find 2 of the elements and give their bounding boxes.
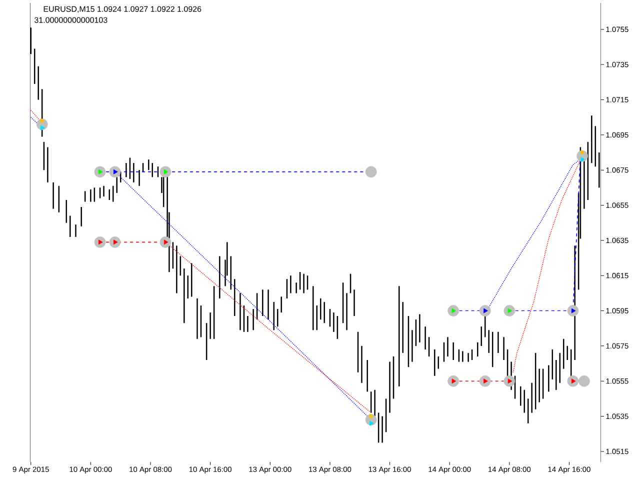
text: 31.00000000000103 [34,17,108,23]
chart-title: EURUSD,M15 1.0924 1.0927 1.0922 1.0926 [44,6,202,13]
